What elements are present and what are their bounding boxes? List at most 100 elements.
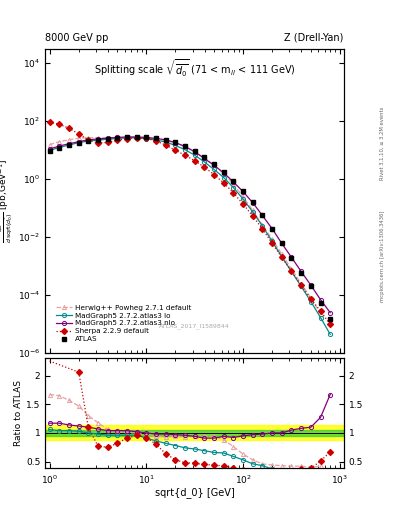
ATLAS	[328, 316, 332, 322]
Sherpa 2.2.9 default	[134, 135, 139, 141]
Sherpa 2.2.9 default	[57, 121, 62, 127]
Herwig++ Powheg 2.7.1 default	[270, 236, 275, 242]
Herwig++ Powheg 2.7.1 default	[299, 281, 303, 287]
MadGraph5 2.7.2.atlas3 lo	[163, 139, 168, 145]
MadGraph5 2.7.2.atlas3 nlo	[309, 282, 313, 288]
Sherpa 2.2.9 default	[260, 226, 265, 232]
ATLAS	[163, 136, 168, 142]
Sherpa 2.2.9 default	[173, 147, 178, 154]
Legend: Herwig++ Powheg 2.7.1 default, MadGraph5 2.7.2.atlas3 lo, MadGraph5 2.7.2.atlas3: Herwig++ Powheg 2.7.1 default, MadGraph5…	[55, 303, 193, 344]
MadGraph5 2.7.2.atlas3 lo	[279, 253, 284, 260]
Y-axis label: $\frac{d\sigma}{d\,\mathrm{sqrt}(\bar{d_0})}$ [pb,GeV$^{-1}$]: $\frac{d\sigma}{d\,\mathrm{sqrt}(\bar{d_…	[0, 159, 15, 243]
Herwig++ Powheg 2.7.1 default	[289, 266, 294, 272]
ATLAS	[154, 135, 158, 141]
Herwig++ Powheg 2.7.1 default	[231, 181, 236, 187]
Text: Splitting scale $\sqrt{\overline{d_0}}$ (71 < m$_{ll}$ < 111 GeV): Splitting scale $\sqrt{\overline{d_0}}$ …	[94, 58, 296, 79]
Sherpa 2.2.9 default	[144, 135, 149, 141]
MadGraph5 2.7.2.atlas3 nlo	[231, 179, 236, 185]
MadGraph5 2.7.2.atlas3 nlo	[86, 137, 91, 143]
Line: MadGraph5 2.7.2.atlas3 nlo: MadGraph5 2.7.2.atlas3 nlo	[48, 135, 332, 315]
Herwig++ Powheg 2.7.1 default	[134, 134, 139, 140]
Herwig++ Powheg 2.7.1 default	[173, 140, 178, 146]
ATLAS	[318, 300, 323, 306]
MadGraph5 2.7.2.atlas3 lo	[318, 314, 323, 321]
Herwig++ Powheg 2.7.1 default	[144, 135, 149, 141]
MadGraph5 2.7.2.atlas3 lo	[328, 331, 332, 337]
Herwig++ Powheg 2.7.1 default	[154, 136, 158, 142]
Sherpa 2.2.9 default	[309, 296, 313, 302]
ATLAS	[250, 199, 255, 205]
Sherpa 2.2.9 default	[154, 138, 158, 144]
Sherpa 2.2.9 default	[76, 131, 81, 137]
Sherpa 2.2.9 default	[328, 321, 332, 327]
Sherpa 2.2.9 default	[270, 240, 275, 246]
Sherpa 2.2.9 default	[231, 190, 236, 196]
MadGraph5 2.7.2.atlas3 lo	[47, 147, 52, 154]
MadGraph5 2.7.2.atlas3 nlo	[202, 156, 207, 162]
Herwig++ Powheg 2.7.1 default	[86, 135, 91, 141]
MadGraph5 2.7.2.atlas3 lo	[231, 184, 236, 190]
ATLAS	[221, 169, 226, 175]
Herwig++ Powheg 2.7.1 default	[241, 194, 246, 200]
MadGraph5 2.7.2.atlas3 nlo	[318, 296, 323, 303]
MadGraph5 2.7.2.atlas3 nlo	[250, 200, 255, 206]
Sherpa 2.2.9 default	[202, 164, 207, 170]
Sherpa 2.2.9 default	[318, 308, 323, 314]
ATLAS	[260, 212, 265, 218]
MadGraph5 2.7.2.atlas3 lo	[309, 298, 313, 305]
MadGraph5 2.7.2.atlas3 nlo	[192, 148, 197, 155]
Line: ATLAS: ATLAS	[47, 135, 332, 322]
Y-axis label: Ratio to ATLAS: Ratio to ATLAS	[14, 380, 23, 446]
MadGraph5 2.7.2.atlas3 lo	[134, 135, 139, 141]
Sherpa 2.2.9 default	[221, 180, 226, 186]
Herwig++ Powheg 2.7.1 default	[115, 135, 120, 141]
MadGraph5 2.7.2.atlas3 nlo	[95, 136, 100, 142]
MadGraph5 2.7.2.atlas3 nlo	[134, 134, 139, 140]
Herwig++ Powheg 2.7.1 default	[260, 222, 265, 228]
MadGraph5 2.7.2.atlas3 lo	[221, 175, 226, 181]
ATLAS	[279, 240, 284, 246]
ATLAS	[309, 283, 313, 289]
MadGraph5 2.7.2.atlas3 nlo	[163, 137, 168, 143]
MadGraph5 2.7.2.atlas3 nlo	[221, 170, 226, 176]
ATLAS	[57, 145, 62, 151]
Herwig++ Powheg 2.7.1 default	[125, 134, 129, 140]
Sherpa 2.2.9 default	[183, 152, 187, 158]
Sherpa 2.2.9 default	[241, 201, 246, 207]
ATLAS	[125, 134, 129, 140]
Herwig++ Powheg 2.7.1 default	[202, 155, 207, 161]
MadGraph5 2.7.2.atlas3 nlo	[328, 310, 332, 316]
ATLAS	[144, 134, 149, 140]
MadGraph5 2.7.2.atlas3 lo	[115, 135, 120, 141]
MadGraph5 2.7.2.atlas3 nlo	[183, 143, 187, 150]
MadGraph5 2.7.2.atlas3 nlo	[105, 135, 110, 141]
MadGraph5 2.7.2.atlas3 nlo	[115, 134, 120, 140]
MadGraph5 2.7.2.atlas3 lo	[57, 144, 62, 151]
ATLAS	[86, 138, 91, 144]
Line: Sherpa 2.2.9 default: Sherpa 2.2.9 default	[48, 120, 332, 326]
MadGraph5 2.7.2.atlas3 nlo	[66, 141, 71, 147]
Herwig++ Powheg 2.7.1 default	[76, 135, 81, 141]
Bar	[45, 430, 344, 436]
Herwig++ Powheg 2.7.1 default	[105, 135, 110, 141]
MadGraph5 2.7.2.atlas3 nlo	[241, 188, 246, 195]
Sherpa 2.2.9 default	[163, 142, 168, 148]
MadGraph5 2.7.2.atlas3 lo	[66, 142, 71, 148]
Text: mcplots.cern.ch [arXiv:1306.3436]: mcplots.cern.ch [arXiv:1306.3436]	[380, 210, 385, 302]
Text: Rivet 3.1.10, ≥ 3.2M events: Rivet 3.1.10, ≥ 3.2M events	[380, 106, 385, 180]
MadGraph5 2.7.2.atlas3 nlo	[299, 268, 303, 274]
Herwig++ Powheg 2.7.1 default	[47, 141, 52, 147]
MadGraph5 2.7.2.atlas3 lo	[125, 135, 129, 141]
MadGraph5 2.7.2.atlas3 lo	[202, 159, 207, 165]
Bar	[45, 425, 344, 440]
ATLAS	[134, 134, 139, 140]
Text: Z (Drell-Yan): Z (Drell-Yan)	[285, 33, 344, 42]
Text: ATLAS_2017_I1589844: ATLAS_2017_I1589844	[159, 323, 230, 329]
Sherpa 2.2.9 default	[125, 136, 129, 142]
Sherpa 2.2.9 default	[86, 137, 91, 143]
Sherpa 2.2.9 default	[192, 158, 197, 164]
ATLAS	[289, 255, 294, 261]
MadGraph5 2.7.2.atlas3 lo	[270, 239, 275, 245]
MadGraph5 2.7.2.atlas3 lo	[76, 140, 81, 146]
ATLAS	[183, 143, 187, 149]
